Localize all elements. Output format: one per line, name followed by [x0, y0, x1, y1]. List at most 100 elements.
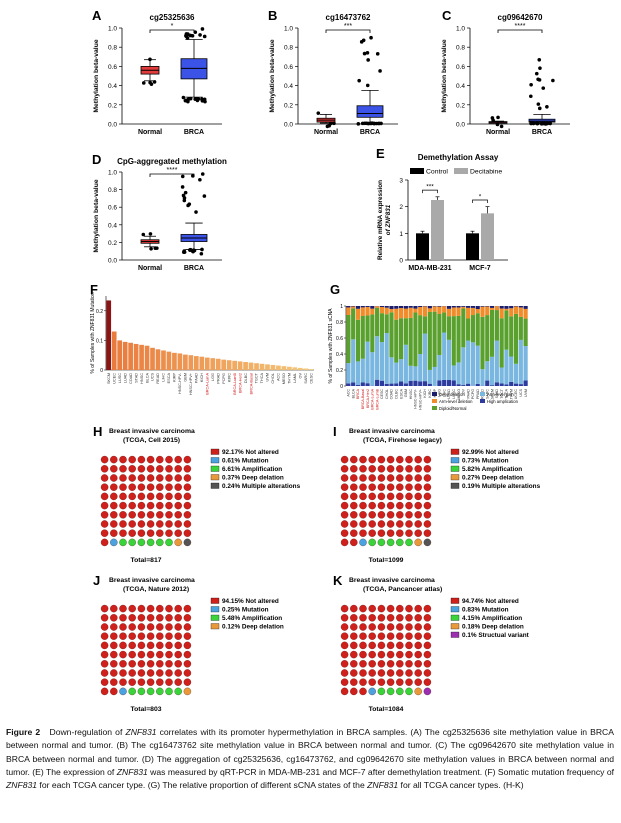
waffle-dot	[165, 687, 173, 696]
bar-control	[466, 233, 479, 260]
scna-segment-high-amplification	[437, 380, 442, 386]
mutation-bar	[204, 357, 210, 370]
scna-segment-high-amplification	[346, 383, 351, 386]
scna-segment-arm-level-deletion	[523, 308, 528, 319]
x-tick-label: MESO	[282, 373, 286, 384]
x-tick-label: SKCM	[107, 373, 111, 384]
outlier-point	[155, 246, 159, 250]
waffle-dot	[359, 623, 367, 631]
waffle-dot	[146, 501, 155, 510]
waffle-dot	[110, 474, 118, 482]
mutation-bar	[166, 351, 172, 370]
outlier-point	[198, 177, 202, 182]
x-tick-label: LIHC	[162, 373, 166, 382]
waffle-dot	[156, 501, 164, 510]
waffle-dot	[377, 623, 386, 631]
scna-segment-high-amplification	[384, 383, 389, 386]
scna-segment-high-amplification	[509, 381, 514, 386]
scna-segment-high-amplification	[513, 383, 519, 386]
scna-segment-diploid-normal	[427, 311, 432, 370]
legend-swatch	[450, 474, 460, 481]
outlier-point	[362, 51, 367, 56]
waffle-dot	[405, 501, 413, 510]
legend-swatch-control	[410, 168, 424, 174]
scna-segment-arm-level-gain	[466, 340, 471, 384]
waffle-dot	[368, 538, 376, 547]
outlier-point	[536, 77, 540, 82]
y-tick-label: 0.0	[284, 122, 293, 129]
waffle-dot	[396, 660, 404, 668]
outlier-point	[198, 33, 202, 37]
outlier-point	[332, 121, 336, 126]
outlier-point	[194, 97, 198, 101]
scna-segment-arm-level-gain	[494, 340, 499, 383]
mutation-bar	[308, 369, 314, 370]
waffle-dot	[340, 641, 349, 650]
scna-segment-diploid-normal	[355, 319, 361, 362]
mutation-bar	[254, 363, 259, 370]
waffle-dot	[128, 604, 136, 613]
x-tick-label: LIHC	[442, 389, 446, 398]
scna-segment-arm-level-gain	[518, 339, 523, 385]
waffle-dot	[100, 678, 109, 686]
waffle-dot	[359, 660, 367, 668]
waffle-dot	[350, 687, 358, 696]
waffle-dot	[414, 501, 422, 510]
waffle-dot	[405, 604, 413, 613]
scna-segment-deep-deletion	[499, 306, 504, 309]
significance-bracket	[149, 173, 195, 177]
scna-segment-arm-level-gain	[427, 369, 432, 384]
y-tick-label: 0.2	[108, 240, 117, 247]
scna-segment-diploid-normal	[518, 316, 523, 340]
mutation-bar	[210, 358, 216, 370]
x-tick-label: HNSC-HPV-	[414, 388, 418, 409]
outlier-point	[536, 121, 540, 126]
outlier-point	[181, 95, 186, 100]
y-tick-label: 0.0	[456, 122, 465, 129]
outlier-point	[200, 247, 204, 252]
waffle-dot	[405, 520, 413, 528]
waffle-dot	[165, 623, 173, 631]
waffle-dot	[174, 483, 182, 491]
scna-segment-arm-level-gain	[489, 356, 495, 386]
scna-segment-deep-deletion	[365, 306, 370, 307]
waffle-dot	[156, 492, 164, 501]
scna-segment-diploid-normal	[499, 318, 504, 368]
y-tick-label: 0.8	[108, 187, 117, 194]
scna-segment-arm-level-deletion	[375, 306, 380, 308]
significance-bracket	[472, 199, 488, 203]
waffle-dot	[423, 678, 432, 686]
waffle-dot	[110, 492, 118, 501]
panel-title: Demethylation Assay	[418, 153, 499, 162]
waffle-dot	[377, 529, 386, 537]
waffle-dot	[110, 660, 118, 668]
scna-segment-arm-level-deletion	[384, 307, 389, 315]
scna-segment-arm-level-deletion	[408, 307, 413, 318]
waffle-dot	[119, 474, 127, 482]
waffle-dot	[405, 678, 413, 686]
waffle-dot	[396, 474, 404, 482]
waffle-dot	[119, 678, 127, 686]
waffle-dot	[110, 529, 118, 537]
scna-segment-arm-level-gain	[422, 333, 428, 382]
waffle-dot	[156, 614, 164, 622]
x-tick-label: READ	[156, 373, 160, 384]
mutation-bar	[303, 368, 309, 370]
y-tick-label: 0.8	[456, 45, 465, 52]
x-tick-label: HNSC	[140, 373, 144, 384]
outlier-point	[545, 105, 549, 109]
mutation-bar	[248, 362, 254, 370]
waffle-dot	[174, 474, 182, 482]
waffle-dot	[368, 650, 376, 659]
waffle-dot	[146, 650, 155, 659]
waffle-dot	[119, 465, 127, 473]
y-tick-label: 3	[399, 178, 403, 185]
waffle-dot	[340, 474, 349, 482]
scna-segment-arm-level-gain	[408, 365, 413, 381]
outlier-point	[190, 33, 195, 38]
waffle-dot	[128, 669, 136, 677]
waffle-dot	[119, 538, 127, 547]
waffle-dot	[396, 669, 404, 677]
outlier-point	[327, 123, 332, 128]
scna-segment-arm-level-deletion	[518, 307, 523, 317]
